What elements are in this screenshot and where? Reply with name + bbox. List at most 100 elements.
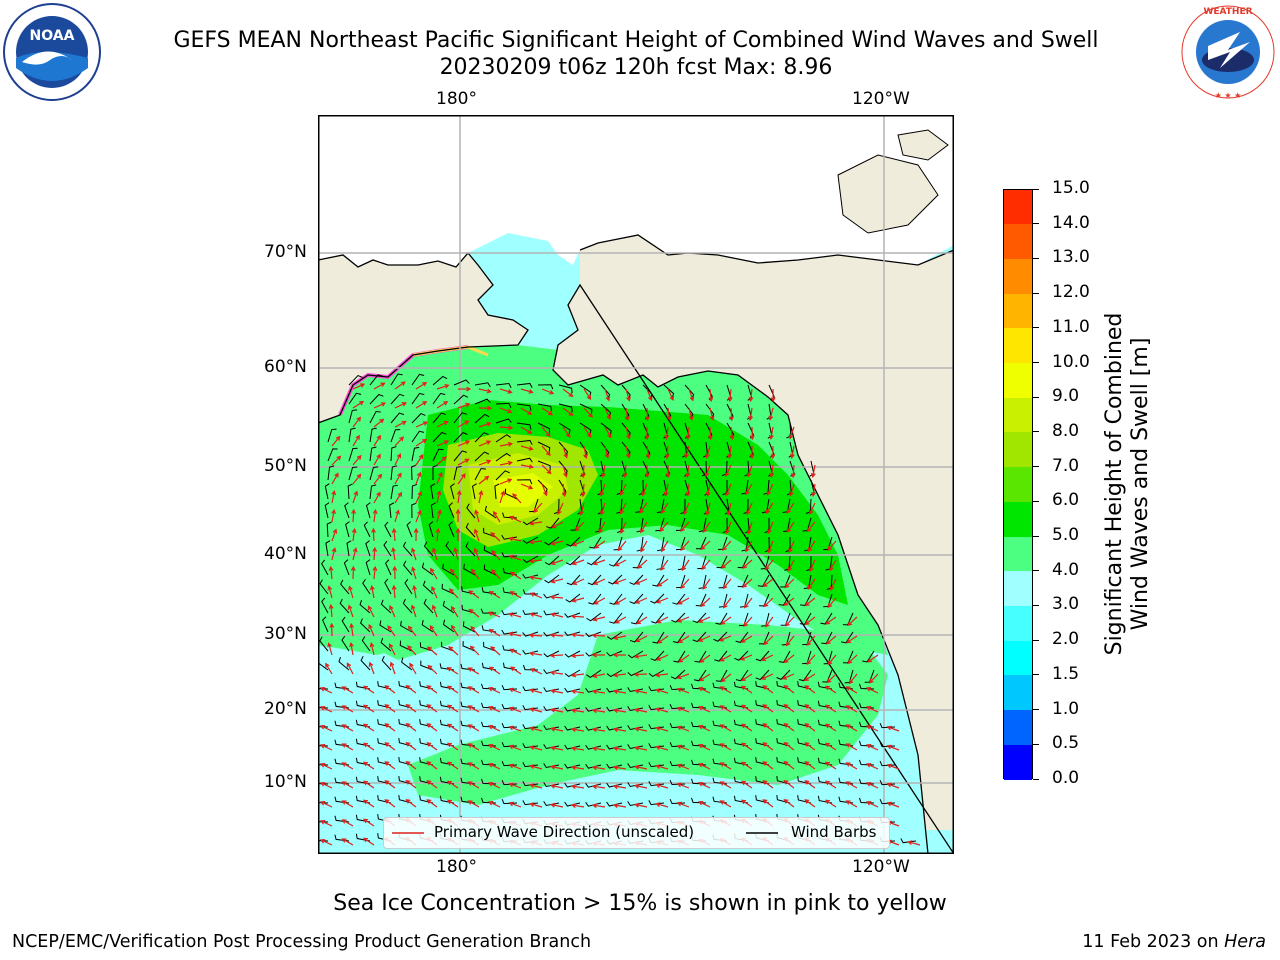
wave-direction-arrow <box>436 456 447 466</box>
wind-barb <box>733 681 749 690</box>
wind-barb <box>369 374 383 386</box>
wave-direction-arrow <box>665 464 671 479</box>
wave-direction-arrow <box>508 782 522 789</box>
wave-direction-arrow <box>411 566 417 580</box>
wave-direction-arrow <box>488 687 501 694</box>
wave-direction-arrow <box>741 799 753 808</box>
wind-barb <box>453 379 470 386</box>
colorbar-tick-mark <box>1033 188 1039 190</box>
wave-direction-arrow <box>410 547 417 561</box>
wave-direction-arrow <box>447 742 459 751</box>
wave-direction-arrow <box>528 539 543 545</box>
wind-barb <box>692 612 707 624</box>
colorbar-tick-mark <box>1033 570 1039 572</box>
wave-direction-arrow <box>634 597 648 604</box>
wind-barb <box>737 574 749 588</box>
colorbar-tick-label: 0.0 <box>1052 768 1080 788</box>
wave-direction-arrow <box>394 472 402 485</box>
wave-direction-arrow <box>591 746 606 752</box>
wind-barb <box>341 616 350 633</box>
wave-direction-arrow <box>455 527 461 542</box>
wave-direction-arrow <box>866 801 879 808</box>
colorbar-tick-label: 8.0 <box>1052 420 1080 441</box>
wave-direction-arrow <box>372 546 378 561</box>
wind-barb <box>423 541 434 557</box>
wind-barb <box>365 502 371 519</box>
wave-direction-arrow <box>886 744 900 751</box>
wave-direction-arrow <box>351 527 357 542</box>
wave-direction-arrow <box>741 723 753 732</box>
wind-barb <box>484 505 497 519</box>
wave-direction-arrow <box>467 724 480 732</box>
wave-direction-arrow <box>431 604 438 618</box>
wind-barb <box>627 669 644 677</box>
wind-barb <box>609 593 623 605</box>
wave-direction-arrow <box>478 388 492 394</box>
wind-barb <box>672 631 686 644</box>
wind-barb <box>544 574 560 584</box>
wave-direction-arrow <box>592 559 606 566</box>
coastline-north-america <box>552 234 954 854</box>
wave-direction-arrow <box>741 704 753 713</box>
wave-direction-arrow <box>412 584 417 599</box>
wave-direction-arrow <box>446 667 459 675</box>
wave-direction-arrow <box>478 405 493 411</box>
wind-barb <box>778 593 791 606</box>
date-text: 11 Feb 2023 on <box>1082 932 1225 952</box>
wave-direction-arrow <box>467 743 480 751</box>
wind-barb <box>474 398 491 405</box>
wave-direction-arrow <box>457 458 470 466</box>
wave-direction-arrow <box>634 726 648 732</box>
wind-barb <box>695 593 707 607</box>
chart-title: GEFS MEAN Northeast Pacific Significant … <box>173 28 1099 53</box>
wind-barb <box>445 541 455 557</box>
wave-direction-arrow <box>727 445 733 460</box>
wind-barb <box>326 521 332 538</box>
wind-barb <box>733 776 749 785</box>
wave-direction-arrow <box>807 540 816 553</box>
wave-direction-arrow <box>625 445 631 459</box>
colorbar-tick-label: 0.5 <box>1052 733 1080 754</box>
wave-direction-arrow <box>743 597 753 609</box>
colorbar-label: Significant Height of Combined Wind Wave… <box>1102 312 1153 656</box>
wave-direction-arrow <box>680 578 690 589</box>
wind-barb <box>432 375 448 386</box>
wind-barb <box>579 403 593 415</box>
wind-barb <box>501 760 518 767</box>
wave-direction-arrow <box>845 800 858 808</box>
wave-direction-arrow <box>331 508 336 523</box>
wave-direction-arrow <box>702 521 711 534</box>
wave-direction-arrow <box>572 578 585 585</box>
wave-direction-arrow <box>845 743 858 751</box>
wave-direction-arrow <box>350 565 356 580</box>
wind-barb <box>714 650 728 662</box>
wind-barb <box>579 479 585 496</box>
wave-direction-arrow <box>655 745 669 751</box>
wind-barb <box>600 403 612 418</box>
wave-direction-arrow <box>614 597 627 605</box>
wave-direction-arrow <box>453 547 459 561</box>
wave-direction-arrow <box>550 559 564 566</box>
wave-direction-arrow <box>508 744 522 751</box>
wind-barb <box>390 429 401 443</box>
wave-direction-arrow <box>825 616 837 625</box>
wave-direction-arrow <box>705 502 711 516</box>
wave-direction-arrow <box>394 509 400 523</box>
wave-direction-arrow <box>352 416 362 428</box>
date-line: 11 Feb 2023 on Hera <box>1082 932 1266 952</box>
wind-barb <box>465 522 476 538</box>
wind-barb <box>537 422 551 434</box>
wave-direction-arrow <box>550 764 564 770</box>
wave-direction-arrow <box>570 803 585 808</box>
wave-direction-arrow <box>583 426 592 438</box>
wave-direction-arrow <box>415 453 424 466</box>
wave-direction-arrow <box>660 540 669 553</box>
wave-direction-arrow <box>449 568 459 580</box>
wind-barb <box>566 536 581 547</box>
wind-barb <box>411 502 417 519</box>
wave-direction-arrow <box>701 559 711 571</box>
wave-direction-arrow <box>866 725 879 732</box>
wave-direction-arrow <box>766 483 774 496</box>
colorbar-tick-mark <box>1033 604 1039 606</box>
wave-direction-arrow <box>371 527 376 542</box>
